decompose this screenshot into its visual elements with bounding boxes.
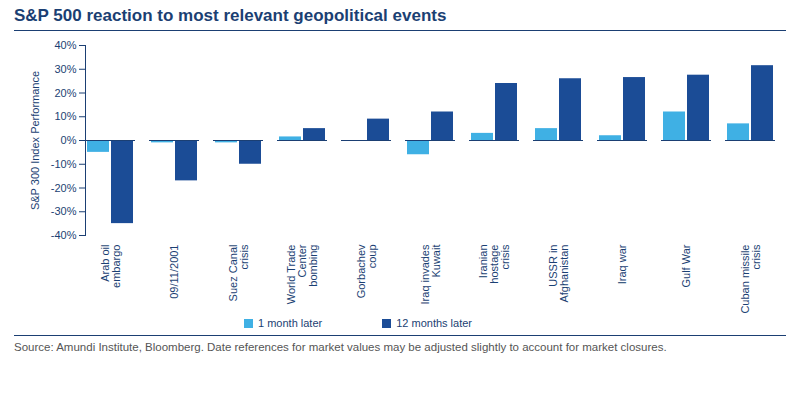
svg-text:30%: 30% [54,63,76,75]
svg-text:20%: 20% [54,87,76,99]
svg-text:Suez Canalcrisis: Suez Canalcrisis [227,244,250,301]
svg-text:10%: 10% [54,110,76,122]
svg-text:Arab oilembargo: Arab oilembargo [99,245,122,288]
svg-text:Cuban missilecrisis: Cuban missilecrisis [739,244,762,314]
svg-text:Gulf War: Gulf War [680,244,692,287]
svg-text:-20%: -20% [51,182,77,194]
svg-text:S&P 300 Index Performance: S&P 300 Index Performance [29,71,41,210]
svg-text:Gorbachevcoup: Gorbachevcoup [355,244,378,298]
svg-text:0%: 0% [61,134,77,146]
html-text:S&P 500 reaction to most relev: S&P 500 reaction to most relevant geopol… [14,6,447,25]
html-text:12 months later: 12 months later [396,317,472,329]
svg-text:World TradeCenterbombing: World TradeCenterbombing [285,244,319,304]
svg-text:40%: 40% [54,39,76,51]
svg-text:Iranianhostagecrisis: Iranianhostagecrisis [477,244,511,284]
svg-text:-40%: -40% [51,229,77,241]
svg-text:Iraq invadesKuwait: Iraq invadesKuwait [419,244,442,304]
svg-text:Iraq war: Iraq war [616,244,628,284]
svg-text:-30%: -30% [51,205,77,217]
svg-text:09/11/2001: 09/11/2001 [168,245,180,299]
svg-text:-10%: -10% [51,158,77,170]
html-text:1 month later: 1 month later [258,317,323,329]
html-text:Source: Amundi Institute, Bloo: Source: Amundi Institute, Bloomberg. Dat… [14,341,667,353]
svg-text:USSR inAfghanistan: USSR inAfghanistan [547,245,570,303]
